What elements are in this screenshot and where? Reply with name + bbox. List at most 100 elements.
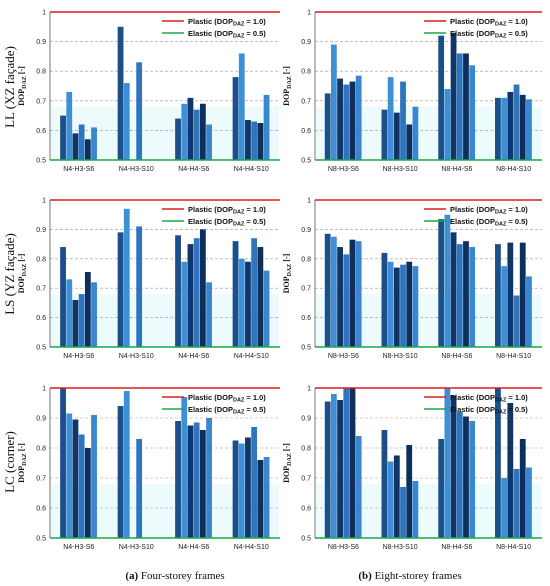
legend-entry: Elastic (DOPDAZ = 0.5) — [188, 29, 266, 40]
bar — [251, 238, 258, 347]
bar — [257, 460, 264, 538]
bar — [519, 242, 526, 347]
chart-panels: 0.5 0.6 0.7 0.8 0.9 1 N4-H3-S6 N4-H3-S10 N4-H4-S… — [17, 10, 542, 551]
bar — [193, 238, 200, 347]
legend-entry: Elastic (DOPDAZ = 0.5) — [450, 217, 528, 228]
bar — [181, 397, 188, 538]
bar — [526, 276, 532, 347]
bar — [187, 97, 194, 160]
bar — [84, 139, 91, 160]
category-label: N8-H4-S10 — [496, 166, 531, 173]
bar — [136, 226, 143, 347]
bar — [444, 388, 451, 538]
y-axis-label: DOPDAZ [-] — [17, 253, 28, 293]
bar — [324, 93, 331, 160]
bar — [393, 455, 400, 538]
panel-LL-four-storey: 0.5 0.6 0.7 0.8 0.9 1 N4-H3-S6 N4-H3-S10 N4-H4-S… — [17, 10, 280, 173]
bar — [463, 241, 469, 347]
legend-entry: Elastic (DOPDAZ = 0.5) — [188, 405, 266, 416]
y-tick-label: 0.8 — [301, 256, 311, 263]
y-tick-label: 0.9 — [301, 227, 311, 234]
bar — [412, 266, 419, 347]
y-tick-label: 0.5 — [301, 158, 311, 165]
bar — [199, 430, 206, 538]
bar — [257, 123, 264, 160]
y-tick-label: 1 — [307, 10, 311, 17]
legend-entry: Elastic (DOPDAZ = 0.5) — [450, 29, 528, 40]
category-label: N8-H3-S10 — [383, 166, 418, 173]
y-tick-label: 0.8 — [301, 446, 311, 453]
bar — [355, 75, 362, 160]
bar — [206, 418, 212, 538]
category-label: N4-H3-S6 — [63, 544, 94, 551]
bar — [257, 247, 264, 347]
legend-entry: Plastic (DOPDAZ = 1.0) — [450, 205, 528, 216]
row-labels: LL (XZ façade) LS (YZ façade) LC (corner) — [2, 46, 17, 493]
bar — [450, 32, 457, 160]
y-tick-label: 0.6 — [36, 128, 46, 135]
bar — [469, 421, 476, 538]
bar — [136, 62, 143, 160]
y-tick-label: 0.7 — [301, 286, 311, 293]
bar — [251, 427, 258, 538]
category-label: N8-H4-S10 — [496, 544, 531, 551]
bar — [238, 443, 245, 538]
y-tick-label: 0.5 — [36, 345, 46, 352]
category-label: N4-H4-S10 — [234, 544, 269, 551]
y-tick-label: 0.7 — [36, 286, 46, 293]
bar — [355, 436, 362, 538]
bar — [444, 88, 451, 160]
legend-entry: Elastic (DOPDAZ = 0.5) — [188, 217, 266, 228]
bar — [78, 294, 85, 347]
y-tick-label: 0.8 — [36, 256, 46, 263]
bar — [519, 94, 526, 160]
y-axis-label: DOPDAZ [-] — [282, 443, 293, 483]
caption-eight-storey-text: Eight-storey frames — [372, 570, 462, 582]
bar — [117, 232, 124, 347]
bar — [463, 416, 469, 538]
bar — [123, 208, 130, 347]
bar — [501, 97, 508, 160]
category-label: N4-H4-S6 — [178, 353, 209, 360]
row-label: LC (corner) — [2, 431, 17, 493]
bar — [343, 254, 350, 347]
bar — [438, 35, 445, 160]
bar — [495, 244, 501, 347]
y-tick-label: 0.5 — [301, 536, 311, 543]
bar — [91, 415, 97, 538]
bar — [387, 461, 394, 538]
bar — [507, 91, 514, 160]
legend-entry: Elastic (DOPDAZ = 0.5) — [450, 405, 528, 416]
bar — [438, 219, 445, 347]
bar — [206, 124, 212, 160]
bar — [438, 439, 445, 538]
bar — [381, 430, 388, 538]
y-axis-label: DOPDAZ [-] — [282, 253, 293, 293]
y-tick-label: 1 — [307, 386, 311, 393]
y-tick-label: 0.5 — [301, 345, 311, 352]
bar — [513, 295, 520, 347]
bar — [406, 445, 413, 538]
bar — [495, 97, 501, 160]
bar — [501, 478, 508, 538]
bar — [330, 394, 337, 538]
y-tick-label: 0.9 — [301, 416, 311, 423]
y-tick-label: 1 — [42, 198, 46, 205]
legend-entry: Plastic (DOPDAZ = 1.0) — [188, 393, 266, 404]
bar — [507, 242, 514, 347]
bar — [387, 261, 394, 347]
y-tick-label: 0.9 — [36, 39, 46, 46]
bar — [66, 279, 73, 347]
bar — [400, 81, 406, 160]
bar — [187, 244, 194, 347]
bar — [526, 99, 532, 160]
bar — [469, 247, 476, 347]
bar — [136, 439, 143, 538]
bar — [349, 239, 356, 347]
category-label: N4-H3-S10 — [119, 544, 154, 551]
bar — [456, 244, 463, 347]
y-tick-label: 0.6 — [301, 128, 311, 135]
bar — [330, 44, 337, 161]
category-label: N4-H4-S10 — [234, 353, 269, 360]
